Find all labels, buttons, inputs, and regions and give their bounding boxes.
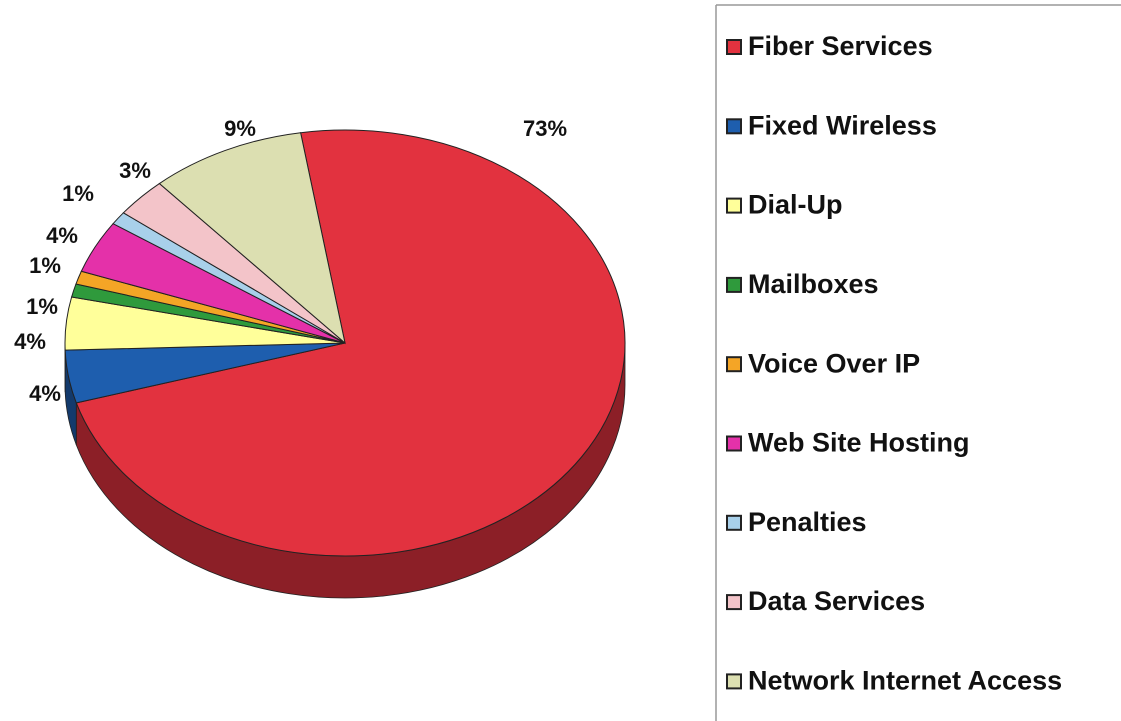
legend-label: Mailboxes	[748, 269, 879, 299]
legend-swatch	[726, 594, 742, 611]
data-label: 1%	[62, 181, 94, 206]
legend-swatch	[726, 514, 742, 531]
data-label: 9%	[224, 116, 256, 141]
legend-swatch	[726, 356, 742, 373]
legend-swatch	[726, 197, 742, 214]
pie-slice	[75, 129, 626, 557]
legend-label: Voice Over IP	[748, 348, 920, 378]
legend-label: Fixed Wireless	[748, 110, 937, 140]
legend-swatch	[726, 118, 742, 135]
legend-label: Network Internet Access	[748, 666, 1062, 696]
data-label: 3%	[119, 158, 151, 183]
legend-swatch	[726, 435, 742, 452]
legend: Fiber Services Fixed Wireless Dial-Up Mailb…	[726, 31, 1062, 696]
data-label: 4%	[46, 223, 78, 248]
data-label: 73%	[523, 116, 567, 141]
data-label: 4%	[14, 329, 46, 354]
legend-label: Web Site Hosting	[748, 428, 970, 458]
legend-label: Data Services	[748, 586, 925, 616]
data-label: 1%	[29, 253, 61, 278]
legend-label: Dial-Up	[748, 190, 843, 220]
labels: 73% 4% 4% 1% 1% 4% 1% 3% 9%	[14, 116, 567, 406]
legend-swatch	[726, 39, 742, 55]
data-label: 1%	[26, 294, 58, 319]
legend-label: Penalties	[748, 507, 867, 537]
pie-slice	[158, 132, 346, 345]
legend-swatch	[726, 276, 742, 293]
data-label: 4%	[29, 381, 61, 406]
pie-tops	[64, 129, 626, 557]
legend-swatch	[726, 673, 742, 690]
legend-label: Fiber Services	[748, 31, 933, 61]
